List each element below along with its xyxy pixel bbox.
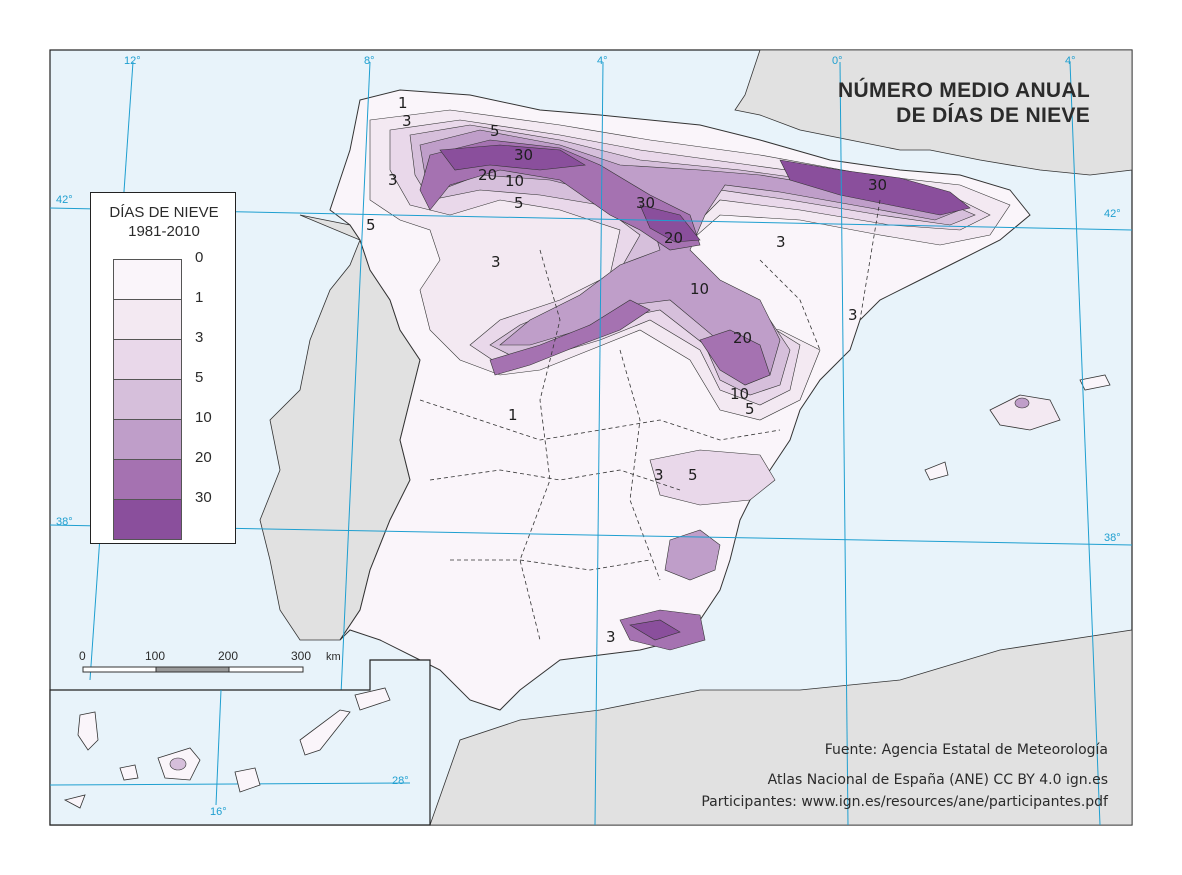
contour-label: 3 [491,253,501,271]
lon-label-4e: 4° [1065,55,1076,67]
lon-label-12w: 12° [124,55,141,67]
contour-label: 1 [398,94,408,112]
contour-label: 3 [848,306,858,324]
contour-label: 10 [690,280,709,298]
legend-swatch-30 [113,499,182,539]
contour-label: 20 [478,166,497,184]
lat-label-38-left: 38° [56,516,73,528]
scale-unit: km [326,651,341,663]
legend-swatch-0 [113,259,182,299]
legend-swatch-20 [113,459,182,499]
legend-break-line [113,259,182,260]
scale-tick-100: 100 [145,649,166,663]
contour-label: 5 [366,216,376,234]
legend-label-0: 0 [195,249,204,266]
contour-label: 20 [664,229,683,247]
ibiza [924,461,949,481]
source-line-3: Participantes: www.ign.es/resources/ane/… [701,794,1108,810]
legend-break-line [113,539,182,540]
la-palma [77,711,99,751]
contour-label: 5 [490,122,500,140]
legend-label-10: 10 [195,409,212,426]
lon-label-8w: 8° [364,55,375,67]
scale-tick-0: 0 [79,649,86,663]
el-hierro [63,794,86,809]
legend-break-line [113,379,182,380]
legend-label-5: 5 [195,369,204,386]
contour-label: 3 [654,466,664,484]
canary-lat-label: 28° [392,775,409,787]
fuerteventura [299,709,351,756]
lon-label-4w: 4° [597,55,608,67]
legend-title: DÍAS DE NIEVE 1981-2010 [91,203,237,241]
legend-label-3: 3 [195,329,204,346]
contour-label: 30 [636,194,655,212]
legend-label-30: 30 [195,489,212,506]
legend-swatch-5 [113,379,182,419]
title-line-1: NÚMERO MEDIO ANUAL [838,79,1090,102]
mallorca [989,394,1061,431]
contour-label: 30 [868,176,887,194]
contour-label: 10 [730,385,749,403]
canary-lon-label: 16° [210,806,227,818]
africa-land [429,629,1133,826]
legend-swatch-1 [113,299,182,339]
scale-tick-300: 300 [291,649,312,663]
source-line-2: Atlas Nacional de España (ANE) CC BY 4.0… [767,772,1108,788]
lat-label-42-right: 42° [1104,208,1121,220]
gran-canaria [234,767,261,793]
legend-swatch-3 [113,339,182,379]
legend-break-line [113,339,182,340]
contour-label: 3 [388,171,398,189]
map-title: NÚMERO MEDIO ANUAL DE DÍAS DE NIEVE [838,78,1090,128]
legend-swatch-10 [113,419,182,459]
la-gomera [119,764,139,781]
lon-label-0: 0° [832,55,843,67]
contour-label: 10 [505,172,524,190]
menorca [1079,374,1111,391]
contour-label: 20 [733,329,752,347]
contour-label: 1 [508,406,518,424]
contour-label: 30 [514,146,533,164]
legend: DÍAS DE NIEVE 1981-2010 0 1 3 5 10 20 30 [90,192,236,544]
france-land [734,49,1133,176]
legend-label-1: 1 [195,289,204,306]
source-line-1: Fuente: Agencia Estatal de Meteorología [824,742,1108,758]
legend-title-line-2: 1981-2010 [128,223,200,240]
scale-bar [82,666,304,673]
contour-label: 3 [606,628,616,646]
scale-tick-200: 200 [218,649,239,663]
lanzarote [354,687,391,711]
legend-break-line [113,459,182,460]
legend-break-line [113,419,182,420]
legend-title-line-1: DÍAS DE NIEVE [109,204,219,221]
lat-label-38-right: 38° [1104,532,1121,544]
contour-label: 3 [776,233,786,251]
lat-label-42-left: 42° [56,194,73,206]
title-line-2: DE DÍAS DE NIEVE [896,104,1090,127]
contour-label: 5 [745,400,755,418]
contour-label: 5 [514,194,524,212]
legend-break-line [113,499,182,500]
legend-label-20: 20 [195,449,212,466]
legend-break-line [113,299,182,300]
contour-label: 5 [688,466,698,484]
contour-label: 3 [402,112,412,130]
